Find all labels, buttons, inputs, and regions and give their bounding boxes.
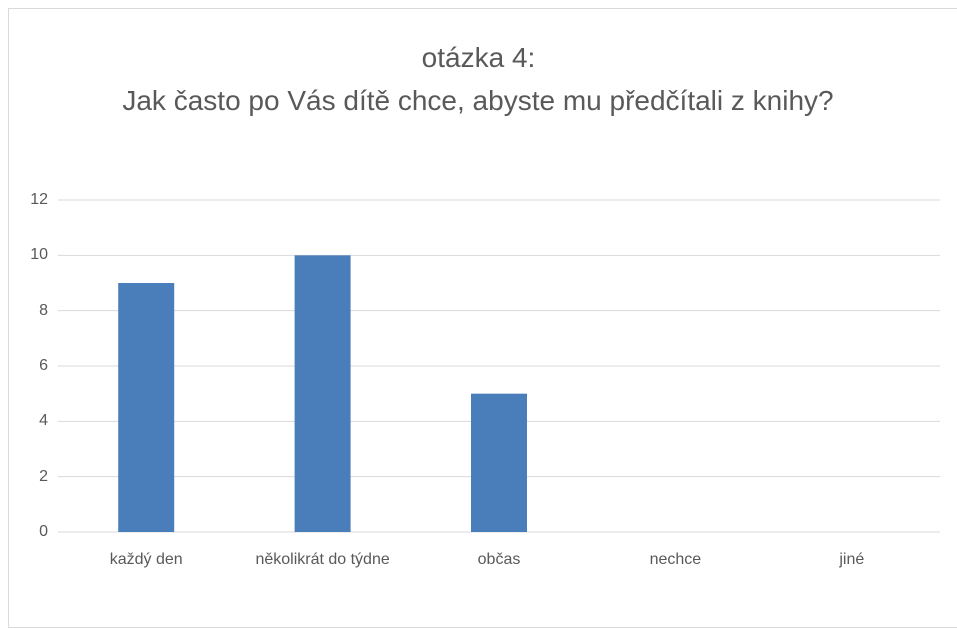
bar <box>294 255 351 533</box>
y-tick-label: 8 <box>39 301 48 319</box>
chart <box>58 199 940 533</box>
x-tick-label: každý den <box>109 551 183 568</box>
bar <box>118 283 175 532</box>
y-tick-label: 10 <box>30 246 48 264</box>
x-tick-label: jiné <box>839 551 865 568</box>
y-tick-label: 4 <box>39 412 48 430</box>
x-tick-label: nechce <box>649 551 702 568</box>
y-tick-label: 0 <box>39 523 48 540</box>
y-tick-label: 12 <box>30 191 48 208</box>
y-tick-label: 6 <box>39 357 48 374</box>
x-tick-label: několikrát do týdne <box>255 551 390 568</box>
chart-title: Jak často po Vás dítě chce, abyste mu př… <box>122 85 834 116</box>
chart-title: otázka 4: <box>421 42 536 73</box>
y-tick-label: 2 <box>39 467 48 485</box>
bar <box>471 393 527 532</box>
x-tick-label: občas <box>477 551 521 568</box>
page: otázka 4: Jak často po Vás dítě chce, ab… <box>8 8 957 628</box>
